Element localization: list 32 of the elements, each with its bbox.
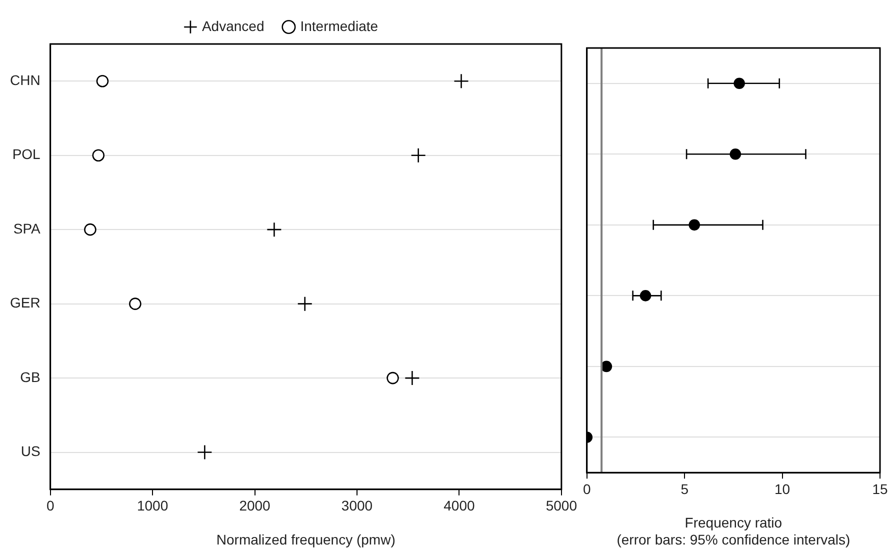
point (266, 222, 282, 238)
y-tick-label: POL (12, 146, 41, 162)
point (386, 372, 399, 384)
x-tick-label: 10 (774, 480, 790, 497)
x-tick-label: 4000 (444, 498, 475, 514)
x-tick-label: 15 (872, 480, 888, 497)
point (410, 148, 426, 163)
x-tick-label: 5 (680, 480, 689, 497)
x-tick-label: 1000 (136, 498, 168, 514)
point (454, 73, 469, 89)
y-tick-label: GB (20, 368, 40, 385)
point (92, 149, 105, 162)
y-tick-label: CHN (10, 72, 40, 88)
y-tick-label: US (20, 443, 40, 460)
point (297, 296, 313, 312)
point (600, 360, 612, 372)
y-tick-label: SPA (13, 220, 41, 236)
x-tick-label: 0 (582, 480, 591, 497)
point (404, 370, 420, 386)
point (96, 74, 109, 88)
x-tick-label: 5000 (546, 498, 578, 514)
point (129, 298, 142, 310)
x-axis-title: Frequency ratio (error bars: 95% confidence intervals) (616, 514, 850, 548)
point (197, 444, 212, 460)
y-tick-label: GER (10, 294, 40, 311)
x-tick-label: 3000 (341, 498, 373, 514)
x-tick-label: 2000 (239, 498, 271, 514)
legend-label: Advanced (202, 18, 264, 34)
x-tick-label: 0 (46, 498, 54, 514)
point (84, 223, 96, 236)
legend-label: Intermediate (300, 18, 378, 34)
x-axis-title: Normalized frequency (pmw) (216, 531, 396, 548)
